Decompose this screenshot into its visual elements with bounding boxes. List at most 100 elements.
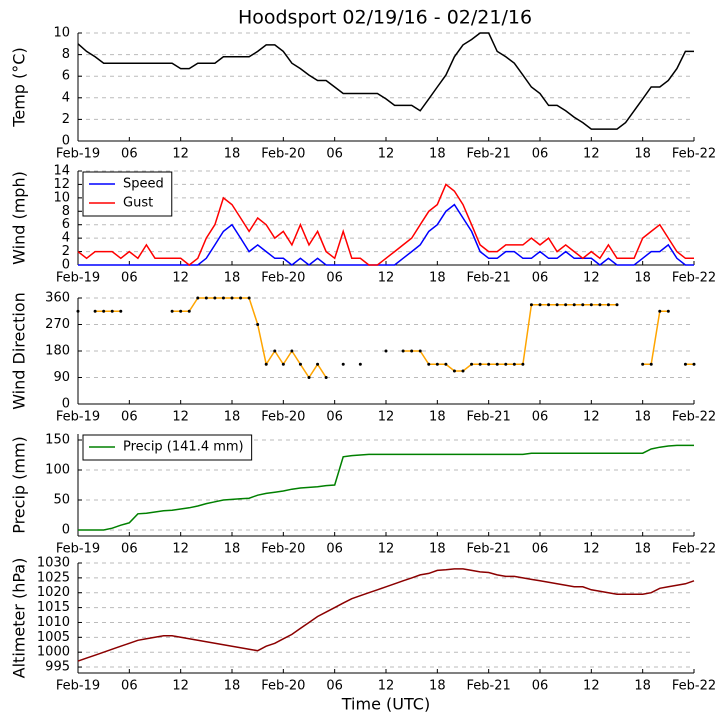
data-point [239, 296, 243, 300]
data-point [538, 303, 542, 307]
x-tick-label: Feb-22 [672, 410, 716, 425]
data-point [290, 349, 294, 353]
y-tick-label: 2 [62, 244, 70, 259]
x-tick-label: 12 [583, 271, 600, 286]
x-tick-label: 18 [429, 542, 446, 557]
x-tick-label: 18 [429, 679, 446, 694]
x-tick-label: Feb-20 [261, 147, 305, 162]
data-point [606, 303, 610, 307]
y-tick-label: 90 [53, 370, 70, 385]
x-tick-label: 06 [532, 410, 549, 425]
data-point [547, 303, 551, 307]
y-tick-label: 0 [62, 397, 70, 412]
x-tick-label: Feb-20 [261, 542, 305, 557]
y-tick-label: 1025 [37, 570, 70, 585]
x-tick-label: Feb-20 [261, 679, 305, 694]
legend: Precip (141.4 mm) [82, 434, 253, 461]
x-tick-label: 06 [532, 271, 549, 286]
data-point [478, 362, 482, 366]
data-point [666, 309, 670, 313]
data-point [555, 303, 559, 307]
x-tick-label: 12 [378, 271, 395, 286]
y-tick-label: 1020 [37, 585, 70, 600]
series-line [78, 444, 694, 531]
x-tick-label: Feb-19 [56, 147, 100, 162]
series-line [78, 203, 694, 266]
y-tick-label: 50 [53, 493, 70, 508]
series-line [95, 297, 694, 379]
x-tick-label: 18 [634, 410, 651, 425]
data-point [572, 303, 576, 307]
x-tick-label: 18 [429, 410, 446, 425]
x-tick-label: Feb-20 [261, 271, 305, 286]
data-point [444, 362, 448, 366]
data-point [512, 362, 516, 366]
x-tick-label: 18 [634, 271, 651, 286]
data-point [281, 362, 285, 366]
y-tick-label: 0 [62, 258, 70, 273]
y-tick-label: 1030 [37, 556, 70, 571]
data-point [521, 362, 525, 366]
data-point [564, 303, 568, 307]
data-point [589, 303, 593, 307]
x-tick-label: 12 [583, 679, 600, 694]
x-tick-label: 06 [121, 271, 138, 286]
data-point [170, 309, 174, 313]
x-tick-label: 18 [634, 542, 651, 557]
x-tick-label: 12 [172, 410, 189, 425]
x-tick-label: Feb-21 [467, 410, 511, 425]
data-point [692, 362, 696, 366]
x-tick-label: 06 [532, 147, 549, 162]
data-point [316, 362, 320, 366]
data-point [615, 303, 619, 307]
x-tick-label: 06 [532, 679, 549, 694]
legend-label: Precip (141.4 mm) [123, 440, 244, 455]
y-tick-label: 8 [62, 47, 70, 62]
data-point [93, 309, 97, 313]
x-tick-label: Feb-22 [672, 147, 716, 162]
x-tick-label: Feb-19 [56, 410, 100, 425]
x-tick-label: 12 [172, 679, 189, 694]
data-point [196, 296, 200, 300]
x-tick-label: 12 [378, 679, 395, 694]
data-point [307, 376, 311, 379]
panel: 0 50 100 150 Feb-19 06 12 18 Feb-20 06 12 18 Feb-21 0… [10, 433, 717, 557]
x-tick-label: 06 [326, 679, 343, 694]
data-point [76, 309, 80, 313]
chart-title: Hoodsport 02/19/16 - 02/21/16 [238, 7, 532, 29]
data-point [658, 309, 662, 313]
y-tick-label: 14 [53, 164, 70, 179]
x-tick-label: 12 [172, 147, 189, 162]
data-point [179, 309, 183, 313]
x-tick-label: 06 [326, 147, 343, 162]
y-axis-label: Precip (mm) [10, 436, 29, 534]
x-tick-label: 06 [326, 410, 343, 425]
x-tick-label: 18 [429, 271, 446, 286]
x-tick-label: Feb-21 [467, 271, 511, 286]
y-tick-label: 360 [45, 291, 70, 306]
y-tick-label: 995 [45, 660, 70, 675]
series-line [77, 183, 694, 266]
data-point [247, 296, 251, 300]
data-point [470, 362, 474, 366]
y-tick-label: 8 [62, 204, 70, 219]
y-tick-label: 180 [45, 344, 70, 359]
data-point [230, 296, 234, 300]
data-point [213, 296, 217, 300]
y-tick-label: 1005 [37, 630, 70, 645]
data-point [204, 296, 208, 300]
data-point [641, 362, 645, 366]
y-axis-label: Wind Direction [10, 292, 29, 410]
y-tick-label: 1010 [37, 615, 70, 630]
data-point [298, 362, 302, 366]
x-tick-label: Feb-21 [467, 542, 511, 557]
y-tick-label: 0 [62, 523, 70, 538]
x-tick-label: Feb-20 [261, 410, 305, 425]
x-tick-label: 18 [634, 147, 651, 162]
data-point [256, 323, 260, 326]
data-point [427, 362, 431, 366]
data-point [341, 362, 345, 366]
